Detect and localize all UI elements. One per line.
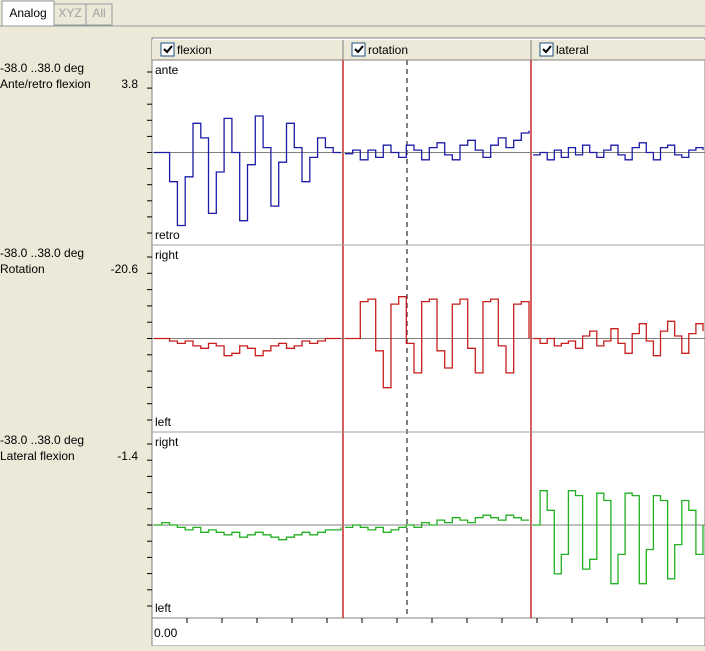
row-value: 3.8 (121, 77, 138, 91)
plot-area (151, 37, 705, 619)
trace (154, 337, 341, 357)
row-name: Lateral flexion (0, 449, 75, 463)
tab-label[interactable]: All (92, 6, 105, 20)
checkmark (354, 45, 364, 54)
checkmark (163, 45, 173, 54)
column-label[interactable]: lateral (556, 43, 589, 57)
trace (533, 320, 704, 357)
trace (345, 514, 529, 533)
top-label: right (155, 435, 179, 449)
time-axis (151, 617, 705, 647)
bottom-label: retro (155, 228, 180, 242)
column-label[interactable]: flexion (177, 43, 212, 57)
trace (345, 296, 530, 389)
row-range: -38.0 ..38.0 deg (0, 61, 84, 75)
trace (345, 130, 530, 161)
time-label: 0.00 (154, 626, 178, 640)
row-name: Rotation (0, 262, 45, 276)
row-value: -1.4 (117, 449, 138, 463)
trace (154, 521, 342, 541)
column-header (152, 40, 705, 60)
top-label: ante (155, 63, 179, 77)
row-range: -38.0 ..38.0 deg (0, 433, 84, 447)
trace (533, 490, 704, 585)
row-value: -20.6 (111, 262, 139, 276)
checkbox[interactable] (160, 42, 175, 57)
checkmark (542, 45, 552, 54)
tab-label[interactable]: XYZ (58, 6, 81, 20)
bottom-label: left (155, 601, 172, 615)
trace (533, 142, 704, 161)
top-label: right (155, 248, 179, 262)
tab[interactable] (85, 3, 113, 26)
checkbox[interactable] (351, 42, 366, 57)
checkbox[interactable] (539, 42, 554, 57)
bottom-label: left (155, 415, 172, 429)
row-name: Ante/retro flexion (0, 77, 91, 91)
tab-label[interactable]: Analog (9, 6, 46, 20)
column-label[interactable]: rotation (368, 43, 408, 57)
trace (154, 115, 341, 227)
tab[interactable] (1, 0, 55, 27)
row-range: -38.0 ..38.0 deg (0, 246, 84, 260)
